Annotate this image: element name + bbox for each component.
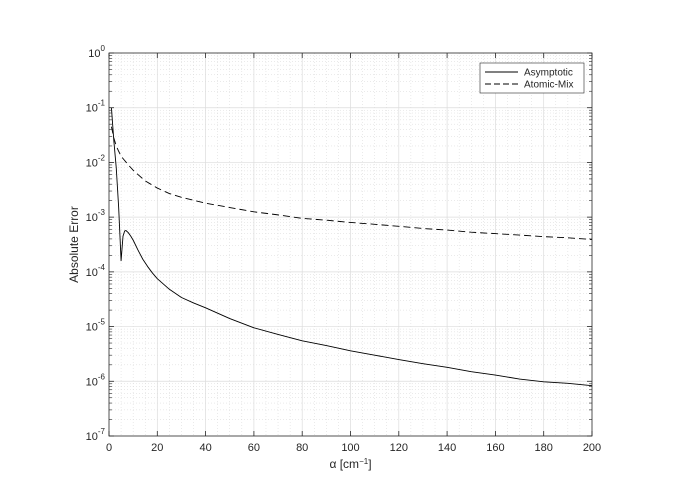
x-tick-label: 200 <box>583 442 601 454</box>
x-tick-label: 160 <box>486 442 504 454</box>
y-tick-label: 10-1 <box>86 99 106 115</box>
x-axis-label-symbol: α <box>329 457 336 471</box>
y-tick-label: 10-5 <box>86 318 106 334</box>
series-layer <box>110 107 593 387</box>
x-tick-label: 80 <box>296 442 308 454</box>
x-tick-labels: 0 20 40 60 80 100 120 140 160 180 200 <box>106 442 601 454</box>
x-tick-label: 180 <box>535 442 553 454</box>
x-axis-label-close: ] <box>368 457 371 471</box>
y-tick-label-exponent: -6 <box>98 372 106 381</box>
x-tick-label: 60 <box>248 442 260 454</box>
x-axis-label-exponent: −1 <box>359 457 369 466</box>
y-tick-label-base: 10 <box>86 376 98 388</box>
y-tick-label-base: 10 <box>86 212 98 224</box>
x-tick-label: 140 <box>438 442 456 454</box>
y-tick-label-base: 10 <box>86 431 98 443</box>
y-tick-label-base: 10 <box>86 267 98 279</box>
tick-marks <box>108 52 593 437</box>
y-tick-label: 10-4 <box>86 263 106 279</box>
y-tick-label-exponent: -5 <box>98 318 106 327</box>
x-tick-label: 20 <box>151 442 163 454</box>
x-axis-label: α [cm−1] <box>329 457 371 472</box>
legend-label-atomic-mix: Atomic-Mix <box>524 80 573 91</box>
y-tick-label-base: 10 <box>86 103 98 115</box>
y-tick-label-exponent: -2 <box>98 153 106 162</box>
y-tick-label-exponent: -7 <box>98 427 106 436</box>
y-tick-label-exponent: -1 <box>98 99 106 108</box>
y-tick-label-exponent: 0 <box>101 44 106 53</box>
x-tick-label: 40 <box>199 442 211 454</box>
y-tick-label-base: 10 <box>88 48 100 60</box>
x-axis-label-unit: [cm <box>336 457 359 471</box>
x-tick-label: 0 <box>106 442 112 454</box>
y-tick-label-base: 10 <box>86 322 98 334</box>
x-tick-label: 120 <box>390 442 408 454</box>
y-tick-label: 10-7 <box>86 427 106 443</box>
major-grid <box>109 53 592 436</box>
y-tick-label-base: 10 <box>86 157 98 169</box>
y-tick-label: 10-6 <box>86 372 106 388</box>
series-line-atomic-mix <box>110 126 593 240</box>
legend: Asymptotic Atomic-Mix <box>479 62 585 94</box>
minor-grid <box>109 53 592 436</box>
legend-box <box>479 62 585 94</box>
y-tick-label: 10-2 <box>86 153 106 169</box>
y-tick-label: 10-3 <box>86 208 106 224</box>
legend-label-asymptotic: Asymptotic <box>524 68 573 79</box>
y-tick-label-exponent: -4 <box>98 263 106 272</box>
y-tick-label-exponent: -3 <box>98 208 106 217</box>
y-tick-label: 100 <box>88 44 105 60</box>
series-line-asymptotic <box>110 107 593 387</box>
x-tick-label: 100 <box>341 442 359 454</box>
y-axis-label: Absolute Error <box>67 206 81 283</box>
